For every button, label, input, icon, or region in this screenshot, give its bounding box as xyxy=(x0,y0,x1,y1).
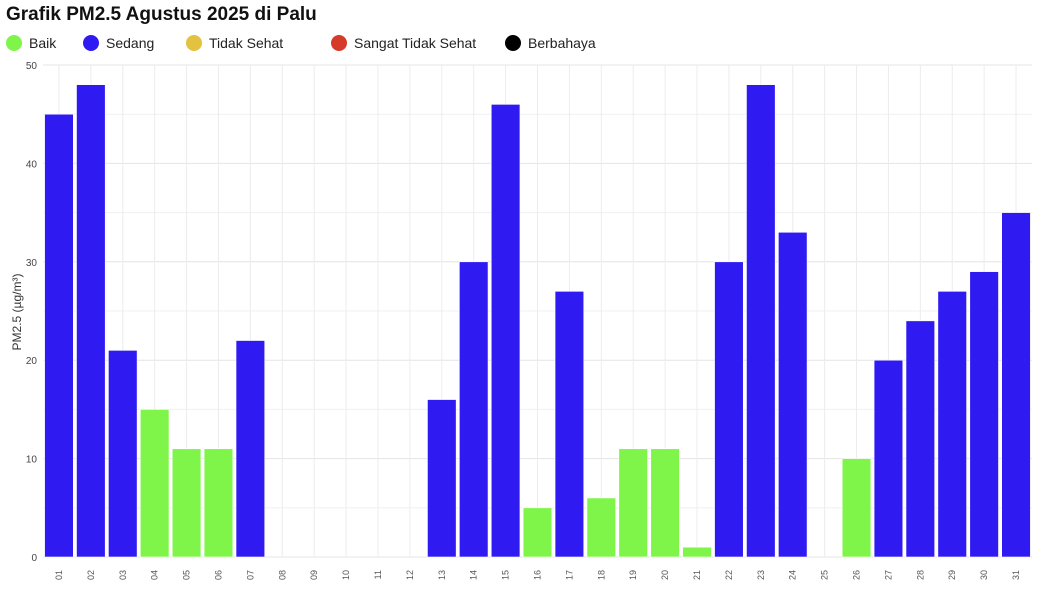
chart-title: Grafik PM2.5 Agustus 2025 di Palu xyxy=(6,4,317,25)
x-tick-label: 21 xyxy=(692,570,702,580)
bar-01 xyxy=(44,113,74,558)
bar-13 xyxy=(427,399,457,558)
x-tick-label: 30 xyxy=(979,570,989,580)
y-tick-label: 50 xyxy=(26,61,38,72)
legend-swatch-baik xyxy=(6,35,22,51)
bar-31 xyxy=(1001,212,1031,558)
x-tick-label: 14 xyxy=(469,570,479,580)
bar-20 xyxy=(650,448,680,558)
x-tick-label: 29 xyxy=(947,570,957,580)
legend-label-tidak-sehat: Tidak Sehat xyxy=(209,35,284,51)
x-tick-label: 02 xyxy=(86,570,96,580)
bar-04 xyxy=(140,409,170,558)
x-tick-label: 01 xyxy=(54,570,64,580)
legend-swatch-sangat-tidak-sehat xyxy=(331,35,347,51)
x-tick-label: 27 xyxy=(883,570,893,580)
bar-21 xyxy=(682,546,712,558)
legend: Baik Sedang Tidak Sehat Sangat Tidak Seh… xyxy=(6,33,1006,53)
x-tick-label: 26 xyxy=(852,570,862,580)
x-tick-label: 08 xyxy=(277,570,287,580)
bar-23 xyxy=(746,84,776,558)
x-tick-label: 03 xyxy=(118,570,128,580)
legend-swatch-berbahaya xyxy=(505,35,521,51)
x-tick-label: 20 xyxy=(660,570,670,580)
x-tick-label: 18 xyxy=(596,570,606,580)
x-tick-label: 25 xyxy=(820,570,830,580)
bar-series xyxy=(44,84,1031,558)
bar-28 xyxy=(905,320,935,558)
x-tick-label: 28 xyxy=(915,570,925,580)
bar-15 xyxy=(490,104,521,558)
x-tick-label: 24 xyxy=(788,570,798,580)
y-tick-label: 20 xyxy=(26,356,38,367)
bar-30 xyxy=(969,271,999,558)
bar-02 xyxy=(76,84,106,558)
legend-item-sedang: Sedang xyxy=(83,33,154,53)
bar-19 xyxy=(618,448,648,558)
bar-26 xyxy=(841,458,872,558)
legend-item-tidak-sehat: Tidak Sehat xyxy=(186,33,283,53)
y-tick-label: 40 xyxy=(26,159,38,170)
y-axis-tick-labels: 0 10 20 30 40 50 xyxy=(26,61,38,564)
bar-03 xyxy=(108,350,138,558)
bar-27 xyxy=(873,359,904,558)
legend-swatch-tidak-sehat xyxy=(186,35,202,51)
bar-18 xyxy=(586,497,616,558)
x-tick-label: 10 xyxy=(341,570,351,580)
legend-item-baik: Baik xyxy=(6,33,56,53)
x-tick-label: 09 xyxy=(309,570,319,580)
x-tick-label: 31 xyxy=(1011,570,1021,580)
x-tick-label: 04 xyxy=(150,570,160,580)
bar-07 xyxy=(235,340,266,558)
x-tick-label: 19 xyxy=(628,570,638,580)
bar-29 xyxy=(937,291,967,558)
legend-label-berbahaya: Berbahaya xyxy=(528,35,596,51)
bar-05 xyxy=(171,448,202,558)
x-tick-label: 23 xyxy=(756,570,766,580)
bar-17 xyxy=(554,291,585,558)
y-tick-label: 0 xyxy=(31,553,37,564)
x-tick-label: 11 xyxy=(373,570,383,579)
legend-item-berbahaya: Berbahaya xyxy=(505,33,596,53)
x-tick-label: 16 xyxy=(533,570,543,580)
bar-22 xyxy=(714,261,744,558)
x-tick-label: 17 xyxy=(564,570,574,580)
y-axis-label: PM2.5 (µg/m³) xyxy=(10,274,24,351)
legend-label-baik: Baik xyxy=(29,35,57,51)
bar-06 xyxy=(203,448,234,558)
legend-label-sedang: Sedang xyxy=(106,35,155,51)
x-axis-tick-labels: 01 02 03 04 05 06 07 08 09 10 11 12 13 14 15 16 17 18 19 20… xyxy=(54,570,1021,580)
legend-item-sangat-tidak-sehat: Sangat Tidak Sehat xyxy=(331,33,476,53)
x-tick-label: 22 xyxy=(724,570,734,580)
x-tick-label: 05 xyxy=(182,570,192,580)
x-tick-label: 07 xyxy=(245,570,255,580)
y-tick-label: 30 xyxy=(26,258,38,269)
bar-16 xyxy=(522,507,553,558)
x-tick-label: 15 xyxy=(501,570,511,580)
x-tick-label: 13 xyxy=(437,570,447,580)
bar-24 xyxy=(778,231,808,558)
x-tick-label: 06 xyxy=(213,570,223,580)
legend-swatch-sedang xyxy=(83,35,99,51)
legend-label-sangat-tidak-sehat: Sangat Tidak Sehat xyxy=(354,35,477,51)
bar-14 xyxy=(459,261,489,558)
x-tick-label: 12 xyxy=(405,570,415,580)
y-tick-label: 10 xyxy=(26,455,38,466)
